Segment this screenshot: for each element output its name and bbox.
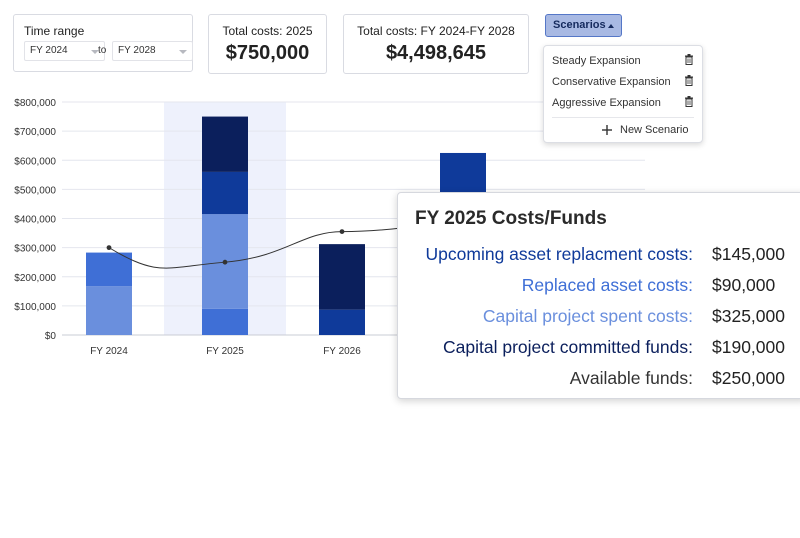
end-year-value: FY 2028 — [118, 45, 156, 56]
tooltip-row-label: Replaced asset costs: — [521, 275, 693, 295]
bar-segment — [86, 252, 132, 287]
bar-segment — [319, 309, 365, 335]
tooltip-row-capital-spent: Capital project spent costs: $325,000 — [398, 306, 791, 330]
end-year-select[interactable]: FY 2028 — [112, 41, 193, 61]
time-range-card: Time range FY 2024 to FY 2028 — [13, 14, 193, 72]
kpi-total-value: $4,498,645 — [385, 42, 487, 64]
y-tick-label: $500,000 — [14, 185, 56, 196]
y-tick-label: $700,000 — [14, 127, 56, 138]
y-tick-label: $600,000 — [14, 156, 56, 167]
scenario-item-label: Steady Expansion — [552, 55, 641, 67]
tooltip-row-value: $90,000 — [712, 275, 776, 295]
x-tick-label: FY 2026 — [323, 346, 361, 357]
plus-icon — [602, 125, 612, 138]
scenario-item-label: Conservative Expansion — [552, 76, 671, 88]
tooltip-row-upcoming: Upcoming asset replacment costs: $145,00… — [398, 244, 791, 268]
trash-icon[interactable] — [684, 54, 694, 68]
kpi-total-card: Total costs: FY 2024-FY 2028 $4,498,645 — [343, 14, 529, 74]
tooltip-row-label: Capital project committed funds: — [443, 337, 693, 357]
trash-icon[interactable] — [684, 75, 694, 89]
available-funds-point — [339, 229, 345, 235]
tooltip-row-value: $250,000 — [712, 368, 785, 388]
to-label: to — [98, 45, 107, 56]
scenario-item-label: Aggressive Expansion — [552, 97, 661, 109]
tooltip-row-label: Available funds: — [569, 368, 693, 388]
y-tick-label: $200,000 — [14, 273, 56, 284]
kpi-year-label: Total costs: 2025 — [222, 24, 313, 38]
y-tick-label: $400,000 — [14, 215, 56, 226]
new-scenario-label: New Scenario — [620, 124, 689, 136]
scenario-item-aggressive[interactable]: Aggressive Expansion — [552, 95, 696, 113]
kpi-year-card: Total costs: 2025 $750,000 — [208, 14, 327, 74]
start-year-select[interactable]: FY 2024 — [24, 41, 105, 61]
bar-segment — [202, 171, 248, 215]
x-tick-label: FY 2024 — [90, 346, 128, 357]
available-funds-point — [222, 259, 228, 265]
bar-segment — [202, 308, 248, 335]
scenario-item-steady[interactable]: Steady Expansion — [552, 53, 696, 71]
available-funds-point — [106, 245, 112, 251]
chart-tooltip: FY 2025 Costs/Funds Upcoming asset repla… — [397, 192, 800, 399]
scenario-item-conservative[interactable]: Conservative Expansion — [552, 74, 696, 92]
tooltip-row-label: Upcoming asset replacment costs: — [425, 244, 693, 264]
tooltip-row-value: $145,000 — [712, 244, 785, 264]
tooltip-row-available: Available funds: $250,000 — [398, 368, 791, 392]
tooltip-row-value: $325,000 — [712, 306, 785, 326]
bar-segment — [202, 116, 248, 172]
bar-segment — [319, 244, 365, 310]
bar-segment — [86, 286, 132, 335]
kpi-total-label: Total costs: FY 2024-FY 2028 — [357, 24, 515, 38]
menu-divider — [552, 117, 694, 118]
tooltip-row-replaced: Replaced asset costs: $90,000 — [398, 275, 791, 299]
kpi-year-value: $750,000 — [225, 42, 310, 64]
scenarios-button-label: Scenarios — [553, 19, 606, 31]
trash-icon[interactable] — [684, 96, 694, 110]
time-range-label: Time range — [24, 24, 85, 38]
scenarios-button[interactable]: Scenarios — [545, 14, 622, 37]
y-tick-label: $100,000 — [14, 302, 56, 313]
x-tick-label: FY 2025 — [206, 346, 244, 357]
scenarios-menu: Steady Expansion Conservative Expansion … — [543, 45, 703, 143]
y-tick-label: $300,000 — [14, 244, 56, 255]
y-tick-label: $0 — [45, 331, 57, 342]
tooltip-row-label: Capital project spent costs: — [482, 306, 693, 326]
chevron-down-icon — [91, 50, 99, 54]
chevron-down-icon — [179, 50, 187, 54]
y-tick-label: $800,000 — [14, 98, 56, 109]
caret-up-icon — [608, 24, 614, 28]
tooltip-title: FY 2025 Costs/Funds — [415, 208, 607, 229]
tooltip-row-value: $190,000 — [712, 337, 785, 357]
start-year-value: FY 2024 — [30, 45, 68, 56]
tooltip-row-committed: Capital project committed funds: $190,00… — [398, 337, 791, 361]
